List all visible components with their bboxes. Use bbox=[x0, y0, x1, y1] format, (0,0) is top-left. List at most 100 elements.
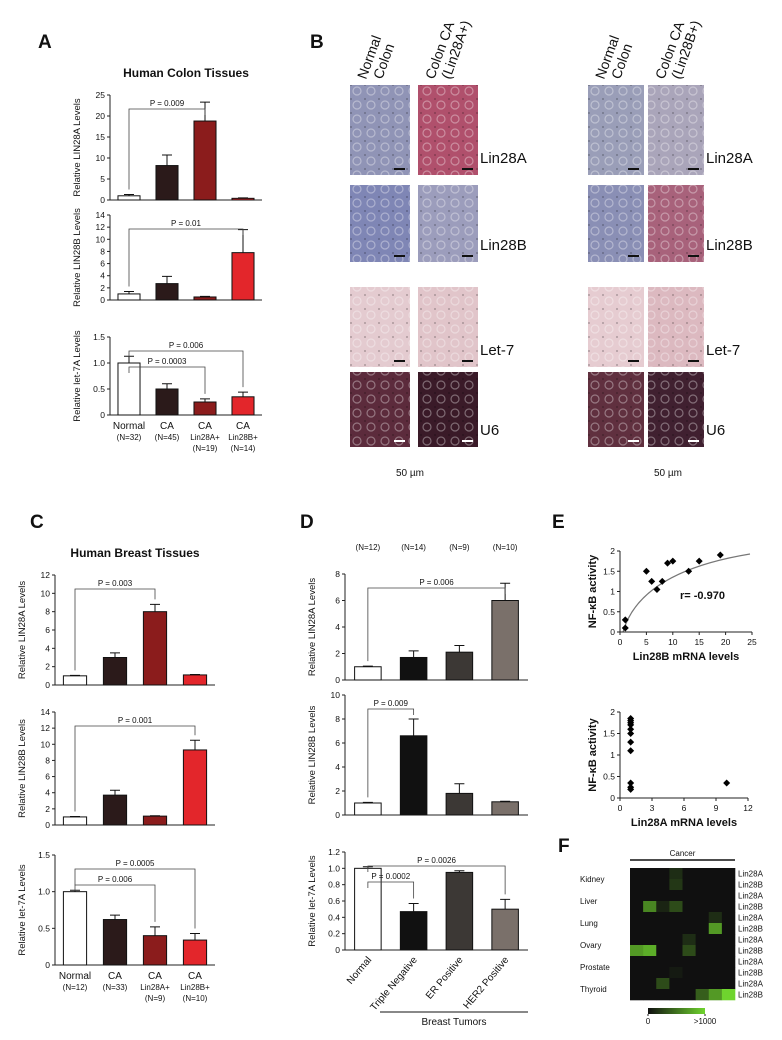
bar bbox=[183, 940, 206, 965]
y-tick-label: 4 bbox=[335, 622, 340, 632]
heatmap-cell bbox=[683, 868, 696, 879]
heatmap-cell bbox=[656, 868, 669, 879]
x-tick-label: Normal bbox=[345, 955, 374, 987]
heatmap-cell bbox=[656, 989, 669, 1000]
heatmap-cell bbox=[630, 879, 643, 890]
y-tick-label: 0.6 bbox=[328, 896, 340, 906]
significance-bracket bbox=[129, 229, 243, 287]
heatmap-cell bbox=[683, 879, 696, 890]
n-label: (N=9) bbox=[449, 543, 470, 552]
panel-label: A bbox=[38, 32, 52, 53]
bar bbox=[156, 389, 178, 415]
micrograph-texture bbox=[648, 372, 704, 447]
heatmap-cell bbox=[643, 989, 656, 1000]
x-tick-label: 20 bbox=[721, 637, 731, 647]
row-label: Let-7 bbox=[706, 342, 740, 359]
row-label: Lin28A bbox=[480, 150, 527, 167]
row-label: Lin28B bbox=[480, 237, 527, 254]
y-axis-label: Relative LIN28A Levels bbox=[307, 578, 318, 676]
x-tick-label: 12 bbox=[743, 803, 753, 813]
bar bbox=[194, 402, 216, 415]
heatmap-cell bbox=[696, 978, 709, 989]
bar bbox=[156, 166, 178, 200]
row-label: Lin28A bbox=[738, 891, 764, 900]
heatmap-cell bbox=[630, 945, 643, 956]
heatmap-cell bbox=[643, 945, 656, 956]
y-tick-label: 10 bbox=[41, 739, 51, 749]
y-tick-label: 20 bbox=[96, 111, 106, 121]
error-bar bbox=[162, 384, 172, 389]
scale-label: 50 µm bbox=[654, 468, 682, 479]
significance-bracket bbox=[368, 588, 505, 661]
row-label: Lin28A bbox=[738, 869, 764, 878]
y-tick-label: 10 bbox=[41, 588, 51, 598]
y-tick-label: 0 bbox=[610, 627, 615, 637]
y-axis-label: Relative LIN28B Levels bbox=[307, 705, 318, 804]
y-tick-label: 0 bbox=[45, 680, 50, 690]
y-tick-label: 1 bbox=[610, 750, 615, 760]
x-tick-label: CA bbox=[160, 421, 174, 432]
heatmap-cell bbox=[630, 901, 643, 912]
bar bbox=[232, 198, 254, 200]
panel-label: C bbox=[30, 512, 44, 533]
heatmap-cell bbox=[643, 890, 656, 901]
heatmap-cell bbox=[696, 923, 709, 934]
micrograph-texture bbox=[418, 372, 478, 447]
p-value: P = 0.006 bbox=[169, 341, 204, 350]
group-label: Breast Tumors bbox=[421, 1017, 486, 1028]
error-bar bbox=[110, 915, 120, 919]
row-label: Lin28B bbox=[738, 924, 763, 933]
heatmap-cell bbox=[669, 956, 682, 967]
error-bar bbox=[500, 899, 510, 909]
heatmap-cell bbox=[709, 956, 722, 967]
y-axis-label: Relative let-7A Levels bbox=[307, 855, 318, 947]
error-bar bbox=[150, 604, 160, 611]
bar bbox=[355, 667, 382, 680]
chart-title: Human Colon Tissues bbox=[123, 66, 249, 80]
y-axis-label: Relative LIN28B Levels bbox=[17, 719, 28, 818]
row-label: Lin28B bbox=[738, 880, 763, 889]
y-tick-label: 2 bbox=[335, 786, 340, 796]
y-tick-label: 0 bbox=[335, 810, 340, 820]
y-tick-label: 25 bbox=[96, 90, 106, 100]
y-tick-label: 4 bbox=[335, 762, 340, 772]
n-label: (N=10) bbox=[183, 994, 208, 1003]
y-tick-label: 2 bbox=[335, 649, 340, 659]
y-tick-label: 12 bbox=[41, 723, 51, 733]
y-tick-label: 6 bbox=[45, 772, 50, 782]
error-bar bbox=[454, 646, 464, 653]
p-value: P = 0.006 bbox=[419, 578, 454, 587]
y-axis-label: NF-κB activity bbox=[587, 554, 599, 628]
heatmap-cell bbox=[669, 934, 682, 945]
y-tick-label: 0 bbox=[610, 793, 615, 803]
y-tick-label: 2 bbox=[610, 707, 615, 717]
panel-label: D bbox=[300, 512, 314, 533]
heatmap-cell bbox=[722, 967, 735, 978]
y-tick-label: 4 bbox=[45, 788, 50, 798]
heatmap-cell bbox=[643, 967, 656, 978]
p-value: P = 0.009 bbox=[374, 699, 409, 708]
bar bbox=[194, 297, 216, 300]
error-bar bbox=[124, 356, 134, 363]
error-bar bbox=[110, 653, 120, 658]
y-tick-label: 6 bbox=[335, 596, 340, 606]
heatmap-cell bbox=[656, 912, 669, 923]
p-value: P = 0.0026 bbox=[417, 856, 456, 865]
heatmap-cell bbox=[656, 967, 669, 978]
colorbar bbox=[648, 1008, 705, 1014]
n-label: (N=33) bbox=[103, 983, 128, 992]
y-tick-label: 0.5 bbox=[93, 384, 105, 394]
bar bbox=[118, 294, 140, 300]
bar bbox=[63, 676, 86, 685]
y-tick-label: 0 bbox=[100, 410, 105, 420]
y-axis-label: Relative LIN28B Levels bbox=[72, 208, 83, 307]
heatmap-cell bbox=[683, 912, 696, 923]
heatmap-cell bbox=[722, 901, 735, 912]
y-tick-label: 0 bbox=[100, 295, 105, 305]
heatmap-cell bbox=[696, 967, 709, 978]
bar bbox=[232, 253, 254, 300]
x-axis-label: Lin28B mRNA levels bbox=[633, 651, 740, 663]
x-tick-label: Lin28A+ bbox=[140, 983, 170, 992]
x-tick-label: Normal bbox=[113, 421, 145, 432]
y-tick-label: 14 bbox=[96, 210, 106, 220]
